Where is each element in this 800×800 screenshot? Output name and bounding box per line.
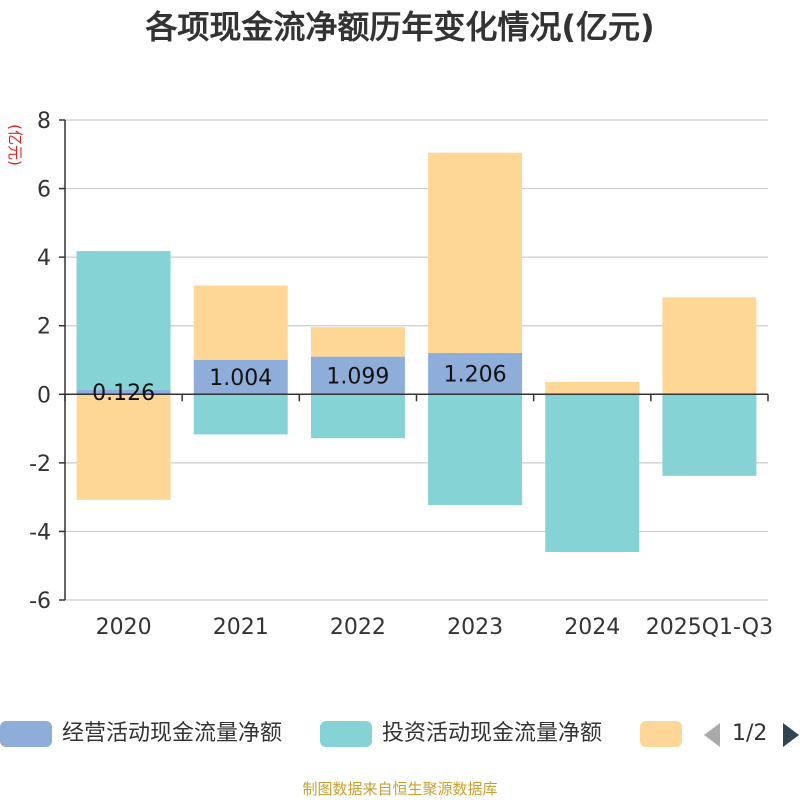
legend-swatch-third-series	[640, 721, 682, 747]
y-tick-label: 6	[37, 178, 51, 203]
bar-third-series[interactable]	[662, 297, 757, 394]
bar-third-series[interactable]	[193, 285, 288, 360]
axes: -6 -4 -2 0 2 4 6 8 2020 2021 2022 2023 2024 2025Q1-Q3	[29, 109, 773, 640]
data-label: 0.126	[92, 381, 155, 406]
data-label: 1.099	[326, 364, 389, 389]
data-labels-layer: 0.126 1.004 1.099 1.206	[92, 363, 506, 407]
bar-operating[interactable]	[76, 389, 171, 395]
chart-plot-area: -6 -4 -2 0 2 4 6 8 2020 2021 2022 2023 2024 2025Q1-Q3…	[6, 109, 773, 640]
legend-page-indicator: 1/2	[732, 721, 768, 746]
y-tick-label: -2	[29, 452, 51, 477]
legend-swatch-investing	[320, 721, 372, 747]
bar-investing[interactable]	[428, 394, 523, 506]
data-source-footer: 制图数据来自恒生聚源数据库	[302, 780, 498, 798]
x-tick-label: 2023	[447, 615, 503, 640]
bar-investing[interactable]	[76, 251, 171, 390]
chart-title: 各项现金流净额历年变化情况(亿元)	[145, 8, 655, 46]
bar-third-series[interactable]	[310, 327, 405, 357]
y-tick-label: -4	[29, 520, 51, 545]
data-label: 1.004	[209, 366, 272, 391]
legend-prev-page-icon[interactable]	[704, 723, 720, 747]
y-tick-label: 2	[37, 315, 51, 340]
bar-operating[interactable]	[428, 352, 523, 395]
bar-operating[interactable]	[310, 356, 405, 395]
y-tick-label: 4	[37, 246, 51, 271]
bar-third-series[interactable]	[545, 381, 640, 394]
legend-label-operating: 经营活动现金流量净额	[62, 721, 283, 746]
x-tick-label: 2024	[564, 615, 620, 640]
legend-swatch-operating	[0, 721, 52, 747]
y-tick-label: 0	[37, 383, 51, 408]
y-tick-label: 8	[37, 109, 51, 134]
bar-investing[interactable]	[193, 394, 288, 435]
y-axis-title: (亿元)	[6, 124, 24, 166]
x-tick-label: 2021	[213, 615, 269, 640]
legend-label-investing: 投资活动现金流量净额	[382, 721, 603, 746]
bar-investing[interactable]	[310, 394, 405, 439]
bars-layer	[76, 152, 757, 552]
x-tick-label: 2022	[330, 615, 386, 640]
bar-third-series[interactable]	[76, 394, 171, 500]
legend-next-page-icon[interactable]	[783, 723, 799, 747]
bar-third-series[interactable]	[428, 152, 523, 353]
y-tick-label: -6	[29, 589, 51, 614]
x-tick-label: 2025Q1-Q3	[646, 615, 773, 640]
bar-operating[interactable]	[193, 359, 288, 395]
legend: 经营活动现金流量净额 投资活动现金流量净额 1/2	[0, 714, 800, 754]
bar-investing[interactable]	[545, 394, 640, 552]
data-label: 1.206	[444, 363, 507, 388]
x-tick-label: 2020	[96, 615, 152, 640]
bar-investing[interactable]	[662, 394, 757, 476]
